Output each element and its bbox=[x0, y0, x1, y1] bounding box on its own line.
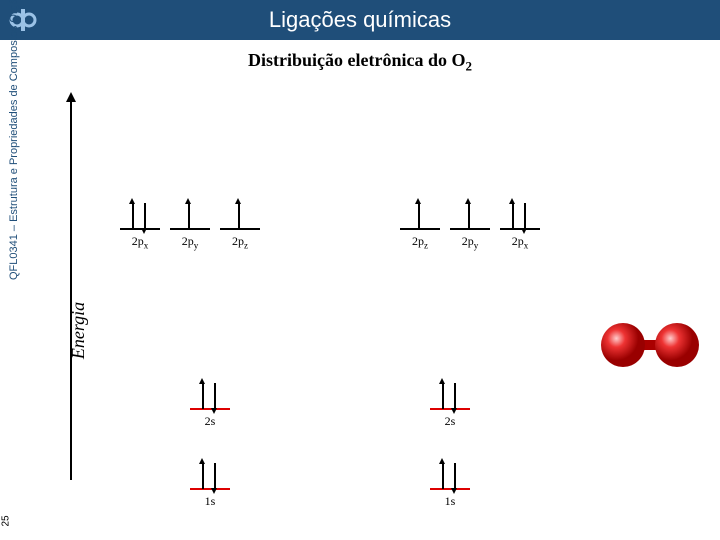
o2-molecule-icon bbox=[595, 320, 705, 370]
orbital-line bbox=[500, 228, 540, 230]
electron-up-icon bbox=[512, 203, 514, 229]
orbital-label: 1s bbox=[190, 494, 230, 509]
orbital-label: 2px bbox=[120, 234, 160, 250]
header-title: Ligações químicas bbox=[269, 7, 451, 33]
electron-up-icon bbox=[418, 203, 420, 229]
electron-down-icon bbox=[214, 463, 216, 489]
orbital-line bbox=[430, 408, 470, 410]
electron-down-icon bbox=[524, 203, 526, 229]
orbital: 2px bbox=[120, 200, 160, 230]
course-code: QFL0341 – Estrutura e Propriedades de Co… bbox=[8, 0, 20, 280]
energy-axis bbox=[70, 100, 72, 480]
orbital: 2s bbox=[430, 380, 470, 410]
orbital-line bbox=[430, 488, 470, 490]
orbital: 1s bbox=[190, 460, 230, 490]
electron-up-icon bbox=[442, 383, 444, 409]
orbital-line bbox=[120, 228, 160, 230]
orbital: 2pz bbox=[400, 200, 440, 230]
header: Ligações químicas bbox=[0, 0, 720, 40]
orbital-label: 2px bbox=[500, 234, 540, 250]
electron-up-icon bbox=[188, 203, 190, 229]
electron-up-icon bbox=[442, 463, 444, 489]
energy-diagram: Energia 2px 2py 2pz 2s 1s 2pz 2py 2px 2s 1s bbox=[60, 100, 580, 500]
orbital: 2s bbox=[190, 380, 230, 410]
orbital-label: 2py bbox=[170, 234, 210, 250]
electron-up-icon bbox=[202, 383, 204, 409]
electron-up-icon bbox=[238, 203, 240, 229]
orbital-line bbox=[190, 408, 230, 410]
orbital-line bbox=[170, 228, 210, 230]
orbital-label: 2py bbox=[450, 234, 490, 250]
orbital-line bbox=[400, 228, 440, 230]
orbital-label: 2pz bbox=[220, 234, 260, 250]
subtitle-text: Distribuição eletrônica do O bbox=[248, 50, 465, 70]
electron-down-icon bbox=[454, 463, 456, 489]
orbital-line bbox=[220, 228, 260, 230]
orbital: 2py bbox=[170, 200, 210, 230]
subtitle-sub: 2 bbox=[465, 59, 472, 74]
electron-down-icon bbox=[144, 203, 146, 229]
orbital-label: 2s bbox=[430, 414, 470, 429]
orbital-line bbox=[190, 488, 230, 490]
orbital-label: 2s bbox=[190, 414, 230, 429]
energy-axis-label: Energia bbox=[68, 302, 89, 359]
electron-up-icon bbox=[202, 463, 204, 489]
orbital-label: 1s bbox=[430, 494, 470, 509]
orbital-line bbox=[450, 228, 490, 230]
electron-up-icon bbox=[132, 203, 134, 229]
orbital: 2pz bbox=[220, 200, 260, 230]
orbital: 2py bbox=[450, 200, 490, 230]
electron-down-icon bbox=[214, 383, 216, 409]
electron-up-icon bbox=[468, 203, 470, 229]
orbital-label: 2pz bbox=[400, 234, 440, 250]
electron-down-icon bbox=[454, 383, 456, 409]
orbital: 1s bbox=[430, 460, 470, 490]
orbital: 2px bbox=[500, 200, 540, 230]
page-subtitle: Distribuição eletrônica do O2 bbox=[0, 50, 720, 75]
page-number: 25 bbox=[1, 515, 12, 526]
